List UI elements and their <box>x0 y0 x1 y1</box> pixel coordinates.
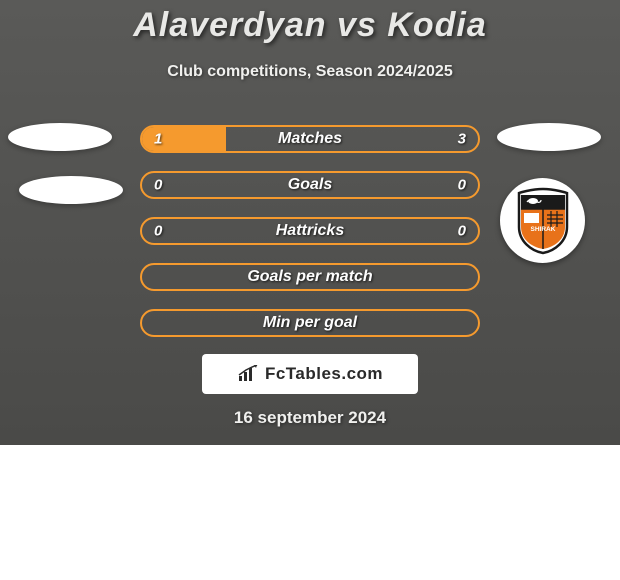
left-club-logo-placeholder <box>19 176 123 204</box>
left-player-photo-placeholder <box>8 123 112 151</box>
stat-bar: Goals0 0 <box>140 171 480 199</box>
stat-bar: Matches1 3 <box>140 125 480 153</box>
bar-value-right: 3 <box>458 131 466 148</box>
bar-value-left: 1 <box>154 131 162 148</box>
shirak-crest-icon: SHIRAK <box>515 187 571 255</box>
main-title: Alaverdyan vs Kodia <box>0 6 620 45</box>
bar-label: Min per goal <box>142 314 478 332</box>
bar-label: Matches <box>142 130 478 148</box>
stat-bar: Hattricks0 0 <box>140 217 480 245</box>
infographic-panel: Alaverdyan vs Kodia Club competitions, S… <box>0 0 620 445</box>
comparison-bars: Matches13Goals00Hattricks00Goals per mat… <box>140 125 480 355</box>
bar-value-right: 0 <box>458 223 466 240</box>
watermark-text: FcTables.com <box>265 364 383 384</box>
date-text: 16 september 2024 <box>0 408 620 428</box>
bar-value-right: 0 <box>458 177 466 194</box>
stat-bar: Min per goal <box>140 309 480 337</box>
right-club-badge: SHIRAK <box>500 178 585 263</box>
bar-label: Goals <box>142 176 478 194</box>
stat-bar: Goals per match <box>140 263 480 291</box>
bar-chart-icon <box>237 365 259 383</box>
source-watermark: FcTables.com <box>202 354 418 394</box>
bar-label: Goals per match <box>142 268 478 286</box>
bar-value-left: 0 <box>154 223 162 240</box>
right-player-photo-placeholder <box>497 123 601 151</box>
shirak-label-text: SHIRAK <box>530 226 555 233</box>
subtitle: Club competitions, Season 2024/2025 <box>0 63 620 81</box>
bar-value-left: 0 <box>154 177 162 194</box>
bar-label: Hattricks <box>142 222 478 240</box>
